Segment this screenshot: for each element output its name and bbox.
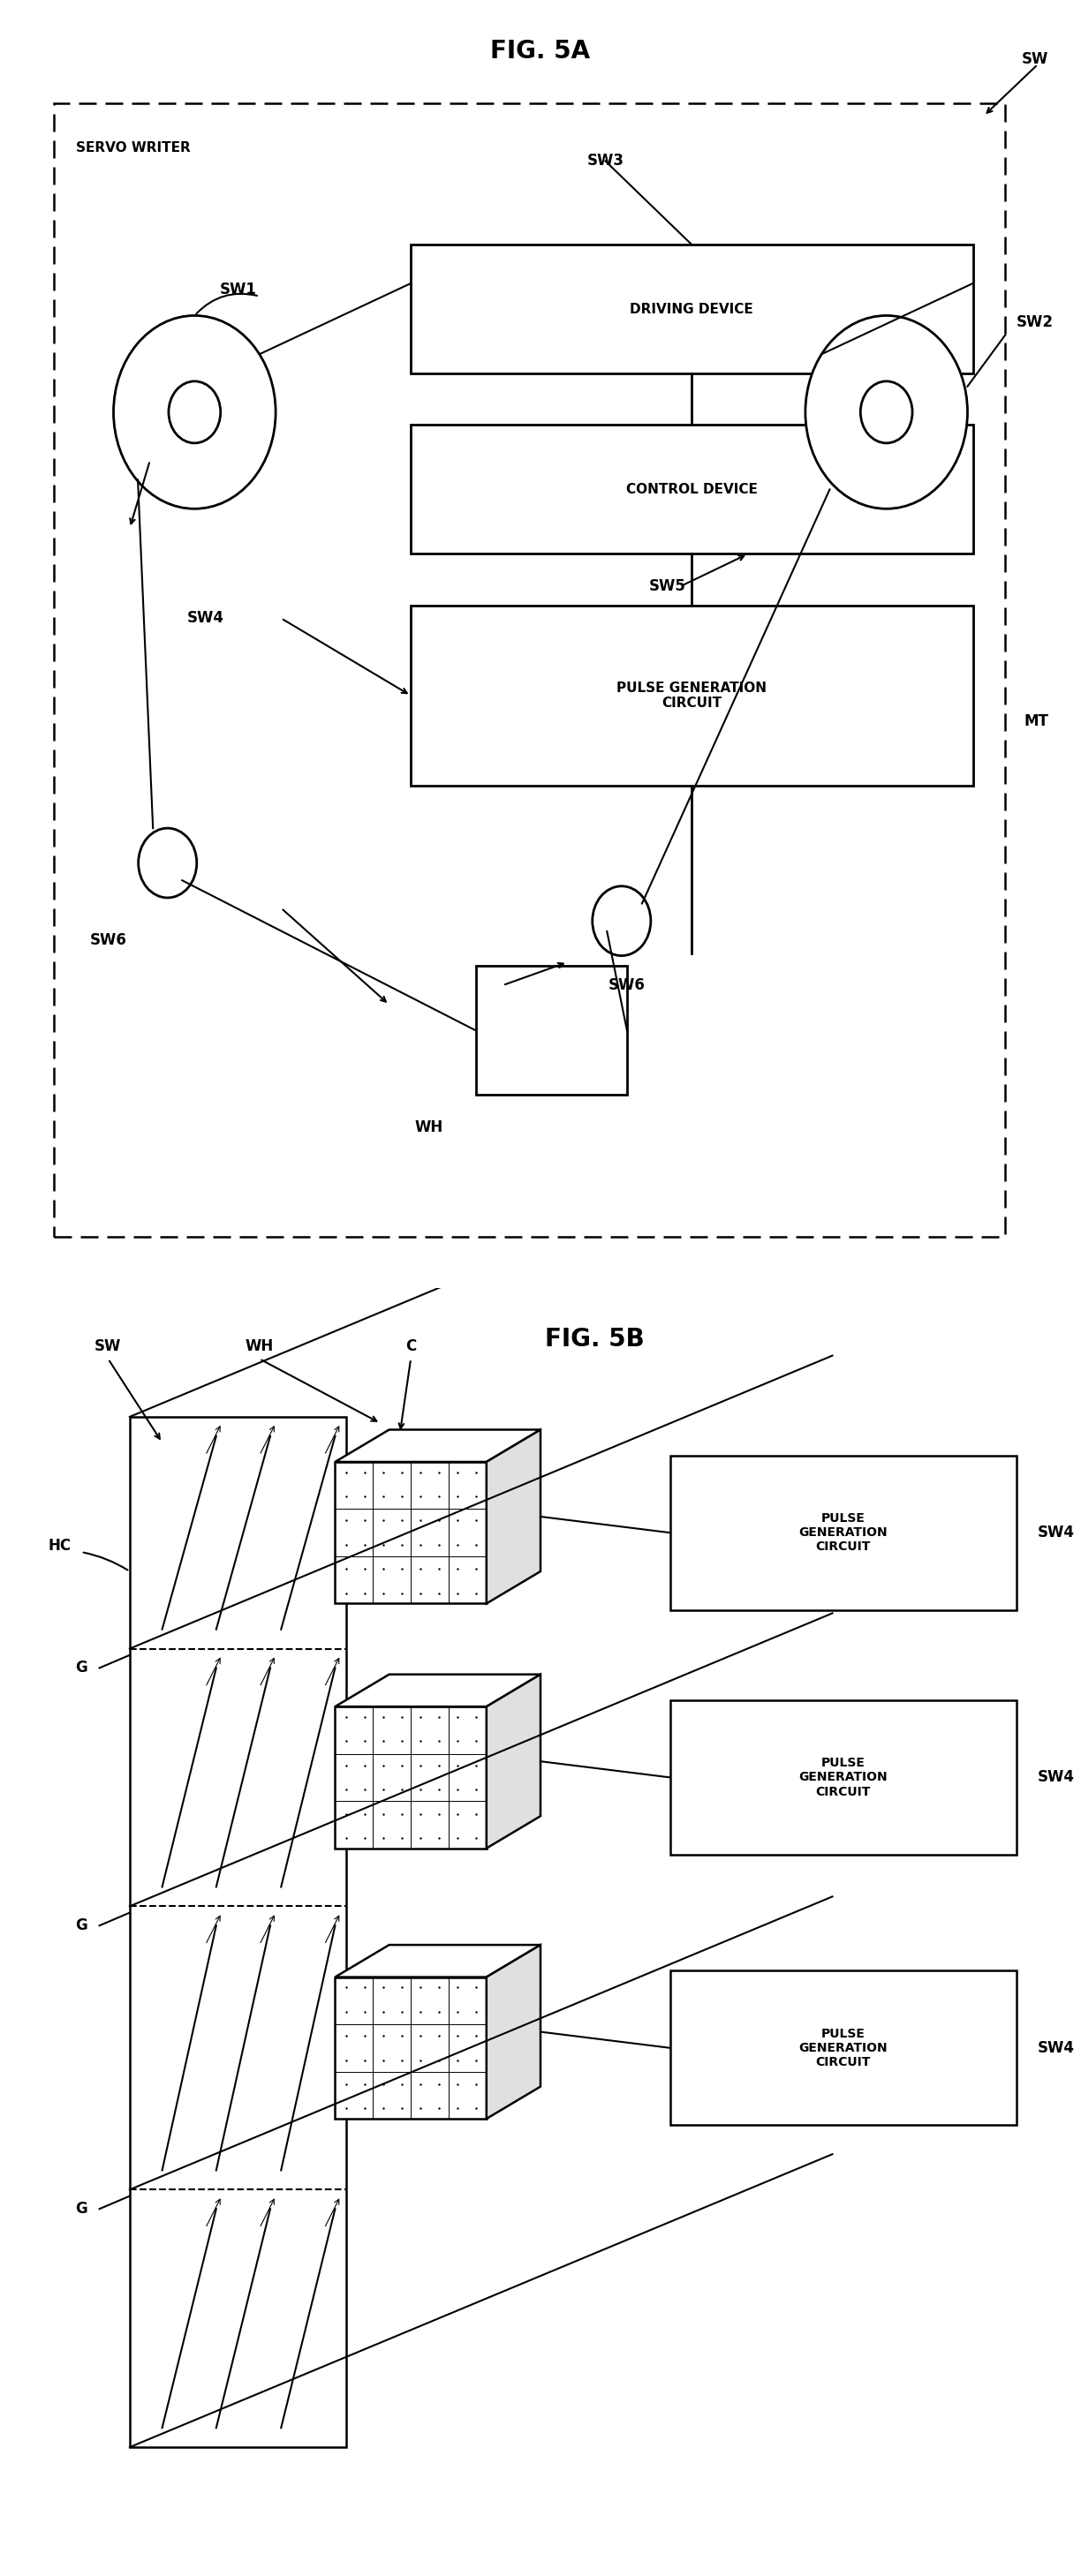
- Text: SW4: SW4: [1038, 1770, 1075, 1785]
- Circle shape: [169, 381, 221, 443]
- Text: SERVO WRITER: SERVO WRITER: [76, 142, 190, 155]
- Circle shape: [138, 827, 197, 896]
- Text: WH: WH: [245, 1337, 273, 1355]
- Bar: [130, 1417, 346, 2447]
- Text: SW4: SW4: [1038, 1525, 1075, 1540]
- Text: C: C: [405, 1337, 416, 1355]
- Bar: [670, 1700, 1016, 1855]
- Text: PULSE
GENERATION
CIRCUIT: PULSE GENERATION CIRCUIT: [799, 1757, 888, 1798]
- Bar: [335, 1705, 486, 1850]
- Text: SW1: SW1: [219, 281, 256, 299]
- Circle shape: [592, 886, 651, 956]
- Polygon shape: [486, 1945, 540, 2117]
- Text: DRIVING DEVICE: DRIVING DEVICE: [630, 301, 753, 317]
- Text: SW4: SW4: [187, 611, 224, 626]
- Text: SW4: SW4: [1038, 2040, 1075, 2056]
- Text: PULSE GENERATION
CIRCUIT: PULSE GENERATION CIRCUIT: [617, 680, 766, 711]
- Bar: [476, 966, 627, 1095]
- Bar: [54, 103, 1005, 1236]
- Text: SW5: SW5: [649, 577, 685, 595]
- Bar: [335, 1461, 486, 1602]
- Text: G: G: [75, 2200, 88, 2218]
- Text: SW2: SW2: [1016, 314, 1053, 330]
- Polygon shape: [486, 1674, 540, 1850]
- Polygon shape: [335, 1430, 540, 1461]
- Circle shape: [805, 314, 967, 510]
- Text: SW6: SW6: [90, 933, 126, 948]
- Text: PULSE
GENERATION
CIRCUIT: PULSE GENERATION CIRCUIT: [799, 2027, 888, 2069]
- Text: SW: SW: [95, 1337, 121, 1355]
- Bar: [411, 425, 973, 554]
- Text: G: G: [75, 1917, 88, 1935]
- Text: SW6: SW6: [609, 976, 645, 994]
- Bar: [670, 1971, 1016, 2125]
- Text: MT: MT: [1024, 714, 1049, 729]
- Text: WH: WH: [415, 1118, 443, 1136]
- Text: HC: HC: [48, 1538, 71, 1553]
- Circle shape: [114, 314, 276, 510]
- Circle shape: [860, 381, 912, 443]
- Text: SW3: SW3: [587, 152, 624, 170]
- Polygon shape: [335, 1945, 540, 1978]
- Bar: [411, 245, 973, 374]
- Text: G: G: [75, 1659, 88, 1677]
- Bar: [335, 1978, 486, 2117]
- Polygon shape: [335, 1674, 540, 1705]
- Text: PULSE
GENERATION
CIRCUIT: PULSE GENERATION CIRCUIT: [799, 1512, 888, 1553]
- Text: FIG. 5A: FIG. 5A: [491, 39, 590, 64]
- Polygon shape: [486, 1430, 540, 1602]
- Text: CONTROL DEVICE: CONTROL DEVICE: [626, 482, 758, 497]
- Text: SW: SW: [1022, 52, 1049, 67]
- Bar: [670, 1455, 1016, 1610]
- Bar: [411, 605, 973, 786]
- Text: FIG. 5B: FIG. 5B: [545, 1327, 644, 1352]
